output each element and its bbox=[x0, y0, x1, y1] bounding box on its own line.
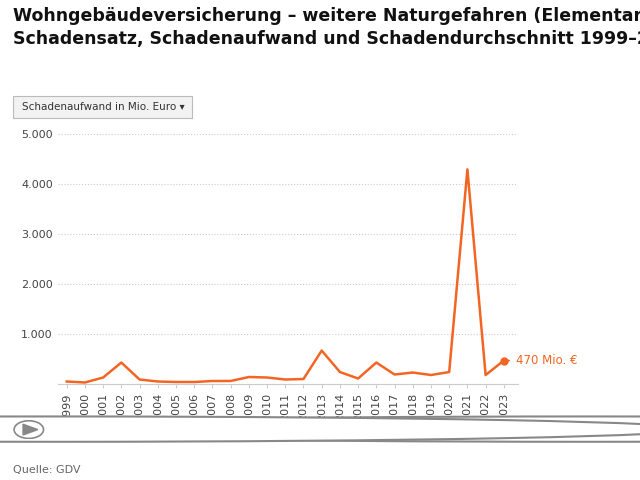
Polygon shape bbox=[23, 424, 38, 435]
Circle shape bbox=[14, 421, 44, 438]
Text: Quelle: GDV: Quelle: GDV bbox=[13, 465, 80, 475]
Circle shape bbox=[0, 417, 640, 442]
Text: Wohngebäudeversicherung – weitere Naturgefahren (Elementar).
Schadensatz, Schade: Wohngebäudeversicherung – weitere Naturg… bbox=[13, 7, 640, 48]
FancyBboxPatch shape bbox=[13, 96, 192, 118]
Text: Schadenaufwand in Mio. Euro ▾: Schadenaufwand in Mio. Euro ▾ bbox=[22, 102, 184, 112]
Circle shape bbox=[0, 417, 640, 442]
Text: 470 Mio. €: 470 Mio. € bbox=[516, 354, 577, 367]
